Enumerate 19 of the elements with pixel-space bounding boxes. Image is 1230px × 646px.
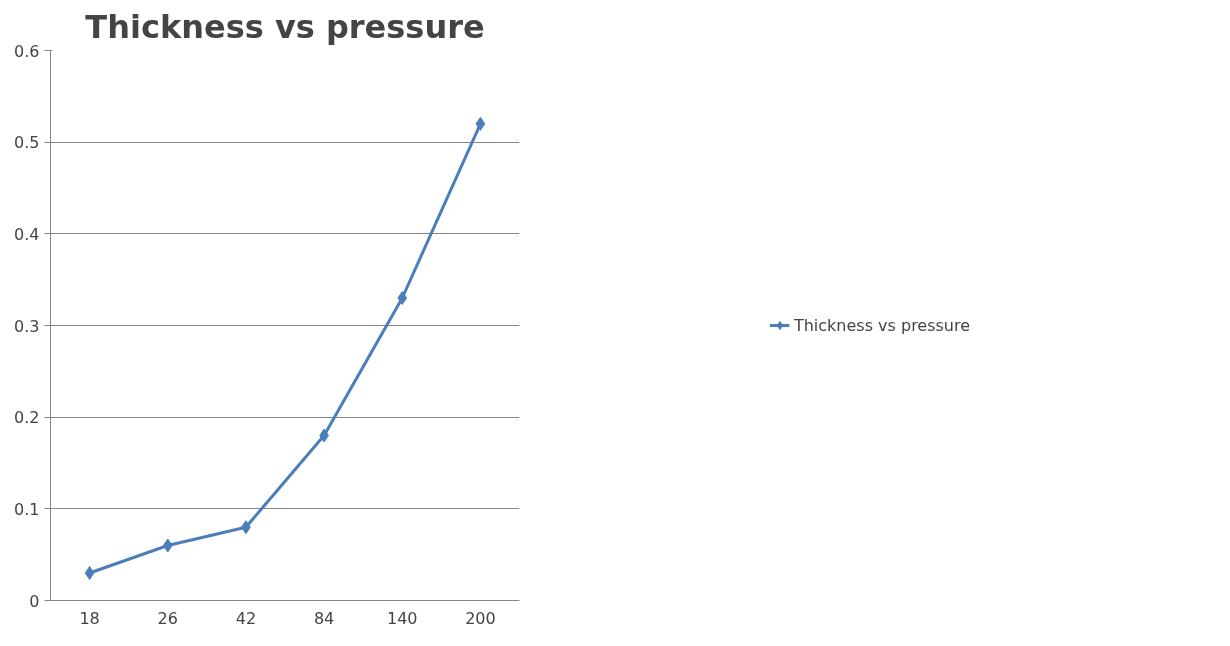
y-tick-label: 0.1 bbox=[14, 499, 40, 519]
chart-title: Thickness vs pressure bbox=[85, 7, 485, 46]
point bbox=[397, 291, 408, 305]
legend-label: Thickness vs pressure bbox=[793, 315, 971, 335]
x-tick-label: 18 bbox=[79, 608, 100, 628]
point bbox=[162, 538, 173, 553]
x-tick-label: 140 bbox=[386, 608, 418, 628]
point bbox=[84, 566, 95, 580]
y-tick-label: 0 bbox=[29, 591, 40, 611]
x-tick-label: 42 bbox=[235, 608, 257, 628]
x-tick-label: 26 bbox=[157, 608, 178, 628]
x-tick-label: 84 bbox=[313, 608, 335, 628]
y-tick-label: 0.2 bbox=[14, 408, 40, 428]
y-tick-label: 0.6 bbox=[14, 41, 40, 61]
x-tick-label: 200 bbox=[465, 608, 496, 628]
point bbox=[475, 116, 486, 131]
y-tick-label: 0.4 bbox=[14, 224, 40, 244]
y-tick-label: 0.5 bbox=[14, 133, 40, 153]
y-tick-label: 0.3 bbox=[14, 316, 40, 336]
